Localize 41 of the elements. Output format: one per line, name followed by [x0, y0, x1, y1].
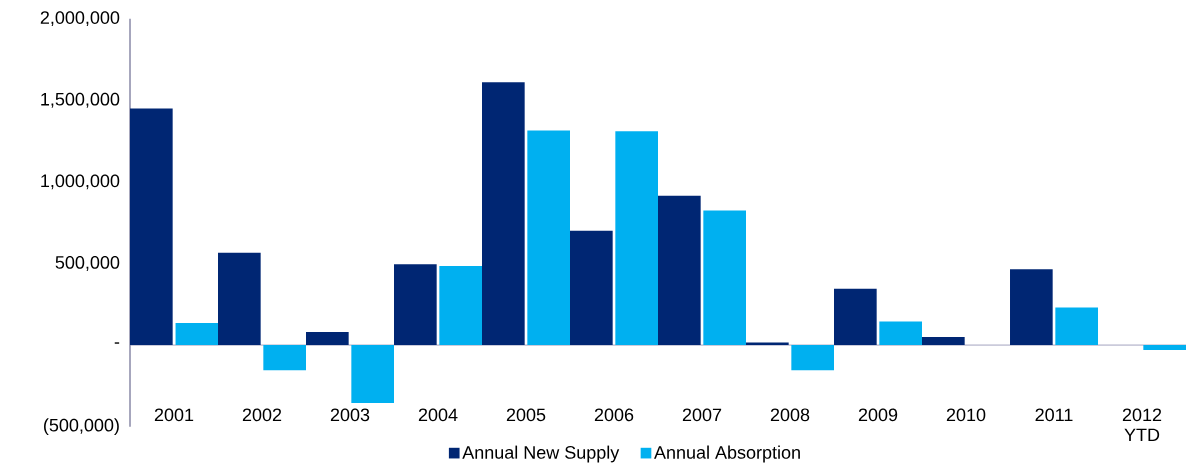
x-tick-label: 2006	[594, 408, 634, 422]
x-tick-label: 2002	[242, 408, 282, 422]
x-tick-label: 2005	[506, 408, 546, 422]
bar	[922, 336, 965, 346]
bar	[791, 345, 834, 371]
bar	[1055, 307, 1099, 346]
bar	[263, 345, 306, 371]
bar	[306, 332, 349, 346]
y-tick-label: 1,500,000	[41, 92, 120, 108]
x-tick-label: 2008	[770, 408, 810, 422]
y-tick-label: 2,000,000	[40, 11, 120, 27]
bar	[615, 131, 658, 346]
y-tick-label: 1,000,000	[41, 174, 120, 190]
bar	[1143, 345, 1186, 350]
bar	[218, 252, 261, 346]
y-tick-label: -	[114, 342, 120, 344]
x-tick-label: 2010	[946, 408, 986, 422]
bar	[130, 108, 173, 346]
x-tick-label: 2003	[330, 408, 370, 422]
bar	[658, 195, 701, 346]
bar	[1010, 269, 1053, 346]
bar	[834, 288, 877, 346]
y-tick-label: (500,000)	[44, 418, 119, 436]
bar	[482, 82, 525, 346]
bar	[394, 264, 437, 346]
x-tick-label: 2011	[1035, 408, 1073, 422]
bar	[879, 321, 922, 346]
x-tick-label: 2009	[858, 408, 898, 422]
x-tick-label: 2007	[682, 408, 722, 422]
x-tick-label: 2004	[418, 408, 458, 422]
y-tick-label: 500,000	[55, 256, 120, 271]
bar	[439, 265, 482, 346]
x-tick-label: 2001	[154, 408, 194, 422]
bar	[527, 130, 570, 346]
bar	[351, 345, 394, 403]
legend-label: Annual New Supply	[462, 445, 620, 463]
bar	[703, 210, 746, 346]
bar	[570, 230, 613, 346]
bar	[175, 323, 218, 346]
x-tick-label: 2012 YTD	[1122, 408, 1162, 442]
legend-label: Annual Absorption	[654, 445, 800, 463]
